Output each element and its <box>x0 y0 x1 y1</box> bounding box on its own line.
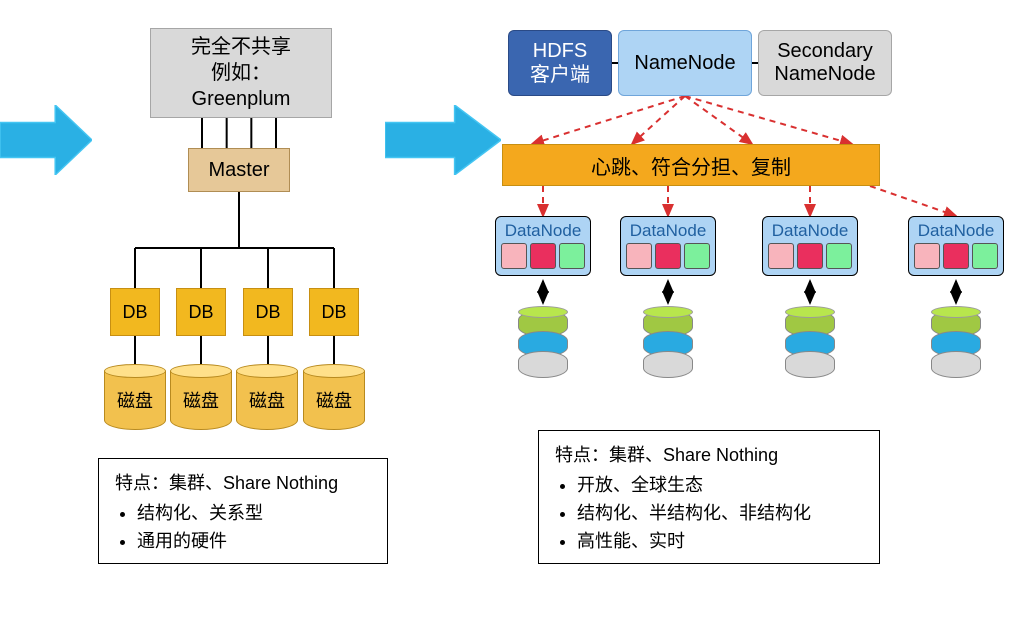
data-block-icon <box>626 243 652 269</box>
disk-icon: 磁盘 <box>170 364 232 430</box>
storage-stack-icon <box>785 310 835 372</box>
secondary-namenode-box: SecondaryNameNode <box>758 30 892 96</box>
storage-stack-icon <box>518 310 568 372</box>
data-block-icon <box>768 243 794 269</box>
namenode-box: NameNode <box>618 30 752 96</box>
data-block-icon <box>943 243 969 269</box>
master-node-box: Master <box>188 148 290 192</box>
left-features-box: 特点：集群、Share Nothing结构化、关系型通用的硬件 <box>98 458 388 564</box>
hdfs-client-box: HDFS客户端 <box>508 30 612 96</box>
db-node-box: DB <box>110 288 160 336</box>
data-block-icon <box>914 243 940 269</box>
data-block-icon <box>972 243 998 269</box>
data-block-icon <box>501 243 527 269</box>
greenplum-description-box: 完全不共享例如：Greenplum <box>150 28 332 118</box>
data-block-icon <box>559 243 585 269</box>
disk-icon: 磁盘 <box>236 364 298 430</box>
data-block-icon <box>797 243 823 269</box>
disk-icon: 磁盘 <box>303 364 365 430</box>
data-block-icon <box>684 243 710 269</box>
datanode-box: DataNode <box>495 216 591 276</box>
datanode-box: DataNode <box>762 216 858 276</box>
storage-stack-icon <box>643 310 693 372</box>
datanode-box: DataNode <box>620 216 716 276</box>
data-block-icon <box>655 243 681 269</box>
arrow-right-icon <box>385 105 501 175</box>
right-features-box: 特点：集群、Share Nothing开放、全球生态结构化、半结构化、非结构化高… <box>538 430 880 564</box>
arrow-right-icon <box>0 105 92 175</box>
datanode-box: DataNode <box>908 216 1004 276</box>
heartbeat-bus-box: 心跳、符合分担、复制 <box>502 144 880 186</box>
data-block-icon <box>826 243 852 269</box>
db-node-box: DB <box>309 288 359 336</box>
storage-stack-icon <box>931 310 981 372</box>
data-block-icon <box>530 243 556 269</box>
db-node-box: DB <box>176 288 226 336</box>
db-node-box: DB <box>243 288 293 336</box>
disk-icon: 磁盘 <box>104 364 166 430</box>
